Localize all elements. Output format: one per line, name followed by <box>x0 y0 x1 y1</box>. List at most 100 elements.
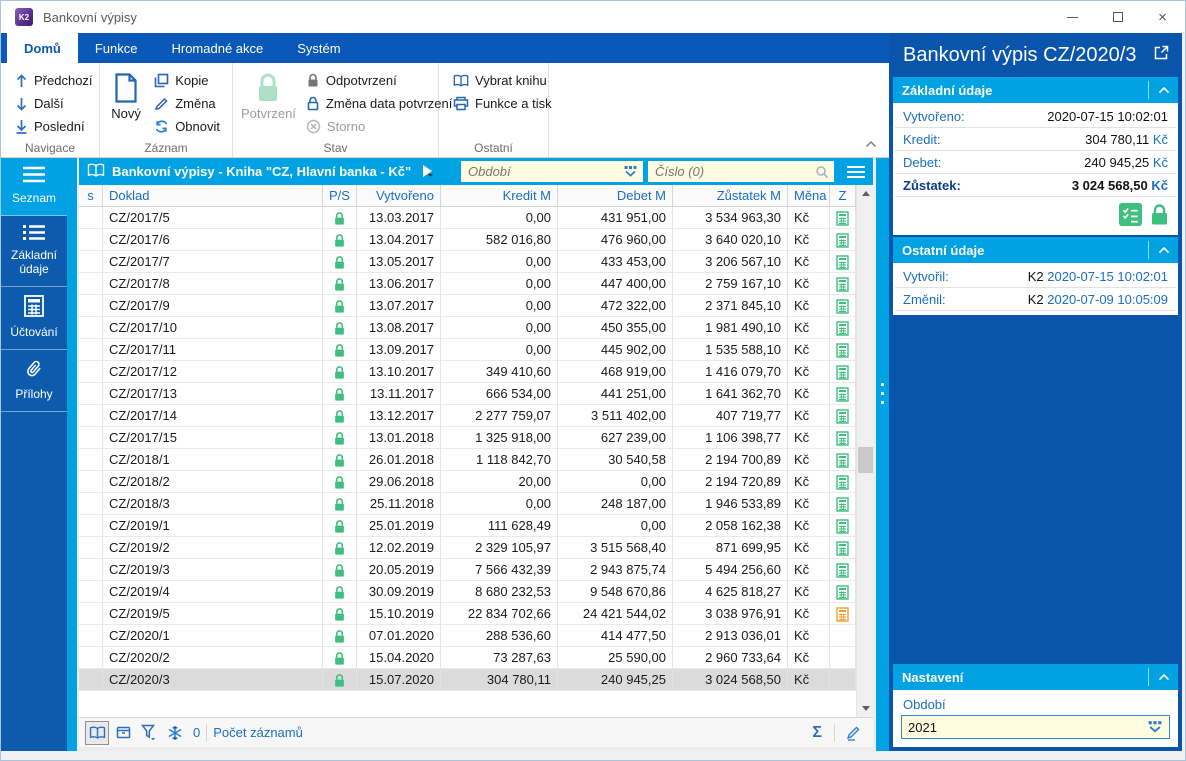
collapse-section-button[interactable] <box>1148 81 1178 99</box>
table-row[interactable]: CZ/2018/1 26.01.2018 1 118 842,70 30 540,58… <box>79 449 856 471</box>
sidebar-item-základní-údaje[interactable]: Základní údaje <box>1 216 67 287</box>
sidebar-item-účtování[interactable]: Účtování <box>1 287 67 350</box>
edit-button[interactable]: Změna <box>148 92 226 115</box>
next-button[interactable]: Další <box>9 92 99 115</box>
tab-dom-[interactable]: Domů <box>7 33 78 63</box>
table-row[interactable]: CZ/2017/15 13.01.2018 1 325 918,00 627 239,… <box>79 427 856 449</box>
table-row[interactable]: CZ/2017/10 13.08.2017 0,00 450 355,00 1 981 … <box>79 317 856 339</box>
cell-kredit: 0,00 <box>441 207 558 229</box>
table-row[interactable]: CZ/2017/11 13.09.2017 0,00 445 902,00 1 535 … <box>79 339 856 361</box>
column-header[interactable]: Vytvořeno <box>357 185 441 206</box>
table-row[interactable]: CZ/2019/2 12.02.2019 2 329 105,97 3 515 568… <box>79 537 856 559</box>
record-count-label[interactable]: Počet záznamů <box>213 725 303 740</box>
table-row[interactable]: CZ/2017/6 13.04.2017 582 016,80 476 960,00 3… <box>79 229 856 251</box>
scroll-up-arrow[interactable] <box>857 185 874 202</box>
copy-button[interactable]: Kopie <box>148 69 226 92</box>
posting-checklist-icon[interactable] <box>1119 203 1142 229</box>
detail-panel: Bankovní výpis CZ/2020/3 Základní údaje … <box>889 33 1182 751</box>
collapse-section-button[interactable] <box>1148 241 1178 259</box>
column-header[interactable]: Doklad <box>103 185 323 206</box>
column-header[interactable]: Z <box>830 185 856 206</box>
tab-syst-m[interactable]: Systém <box>297 40 341 56</box>
number-filter-input[interactable] <box>648 164 815 179</box>
sidebar-item-seznam[interactable]: Seznam <box>1 158 67 216</box>
edit-note-button[interactable] <box>841 721 865 745</box>
filter-button[interactable] <box>137 721 161 745</box>
tab-funkce[interactable]: Funkce <box>94 40 138 56</box>
detail-label: Vytvořil: <box>903 268 949 284</box>
list-menu-button[interactable] <box>841 158 871 185</box>
table-row[interactable]: CZ/2017/5 13.03.2017 0,00 431 951,00 3 534 9… <box>79 207 856 229</box>
pencil-icon <box>846 726 860 741</box>
table-row[interactable]: CZ/2020/3 15.07.2020 304 780,11 240 945,25 3… <box>79 669 856 691</box>
table-row[interactable]: CZ/2019/1 25.01.2019 111 628,49 0,00 2 058 1… <box>79 515 856 537</box>
table-row[interactable]: CZ/2017/7 13.05.2017 0,00 433 453,00 3 206 5… <box>79 251 856 273</box>
archive-button[interactable] <box>111 721 135 745</box>
ribbon-collapse-button[interactable] <box>865 136 877 151</box>
sum-button[interactable]: Σ <box>812 723 822 741</box>
panel-splitter[interactable] <box>876 158 889 751</box>
collapse-section-button[interactable] <box>1148 668 1178 686</box>
period-select-input[interactable] <box>902 719 1147 735</box>
table-row[interactable]: CZ/2019/5 15.10.2019 22 834 702,66 24 421 5… <box>79 603 856 625</box>
cell-doklad: CZ/2017/6 <box>103 229 323 251</box>
functions-print-button[interactable]: Funkce a tisk <box>447 92 558 115</box>
column-header[interactable]: Debet M <box>558 185 673 206</box>
table-row[interactable]: CZ/2019/3 20.05.2019 7 566 432,39 2 943 875… <box>79 559 856 581</box>
dropdown-dots-icon[interactable] <box>1147 720 1163 734</box>
cancel-button[interactable]: Storno <box>300 115 458 138</box>
table-row[interactable]: CZ/2018/2 29.06.2018 20,00 0,00 2 194 720,89… <box>79 471 856 493</box>
previous-button[interactable]: Předchozí <box>9 69 99 92</box>
close-button[interactable]: × <box>1140 1 1185 33</box>
confirmed-lock-icon[interactable] <box>1149 203 1170 229</box>
table-row[interactable]: CZ/2017/12 13.10.2017 349 410,60 468 919,00… <box>79 361 856 383</box>
sidebar-item-label: Účtování <box>10 324 58 339</box>
column-header[interactable]: P/S <box>323 185 357 206</box>
dropdown-dots-icon[interactable] <box>623 165 638 178</box>
minimize-button[interactable] <box>1050 1 1095 33</box>
book-view-button[interactable] <box>85 720 109 745</box>
lock-icon <box>323 625 357 647</box>
table-row[interactable]: CZ/2018/3 25.11.2018 0,00 248 187,00 1 946 5… <box>79 493 856 515</box>
ribbon-group-stav: Potvrzení Odpotvrzení Změna data potvrze… <box>233 63 452 157</box>
refresh-icon <box>155 120 168 133</box>
table-row[interactable]: CZ/2019/4 30.09.2019 8 680 232,53 9 548 670… <box>79 581 856 603</box>
table-row[interactable]: CZ/2020/2 15.04.2020 73 287,63 25 590,00 2 9… <box>79 647 856 669</box>
sidebar-item-přílohy[interactable]: Přílohy <box>1 350 67 413</box>
change-confirm-date-button[interactable]: Změna data potvrzení <box>300 92 458 115</box>
column-header[interactable]: Kredit M <box>441 185 558 206</box>
tab-hromadn-akce[interactable]: Hromadné akce <box>171 40 264 56</box>
table-row[interactable]: CZ/2020/1 07.01.2020 288 536,60 414 477,50 2… <box>79 625 856 647</box>
lock-icon <box>323 581 357 603</box>
group-label-navigace: Navigace <box>24 141 76 155</box>
unconfirm-button[interactable]: Odpotvrzení <box>300 69 458 92</box>
cell-debet: 240 945,25 <box>558 669 673 691</box>
table-row[interactable]: CZ/2017/14 13.12.2017 2 277 759,07 3 511 40… <box>79 405 856 427</box>
table-row[interactable]: CZ/2017/9 13.07.2017 0,00 472 322,00 2 371 8… <box>79 295 856 317</box>
column-header[interactable]: Měna <box>788 185 830 206</box>
book-select-arrow[interactable] <box>421 164 435 181</box>
cell-mena: Kč <box>788 405 830 427</box>
snowflake-button[interactable] <box>163 721 187 745</box>
search-icon[interactable] <box>815 165 829 179</box>
vertical-scrollbar[interactable] <box>856 185 873 717</box>
cell-kredit: 0,00 <box>441 493 558 515</box>
cell-vytvoreno: 15.10.2019 <box>357 603 441 625</box>
period-filter-input[interactable] <box>461 164 623 179</box>
table-row[interactable]: CZ/2017/13 13.11.2017 666 534,00 441 251,00… <box>79 383 856 405</box>
new-button[interactable]: Nový <box>108 69 144 141</box>
last-button[interactable]: Poslední <box>9 115 99 138</box>
cell-status <box>79 669 103 691</box>
table-row[interactable]: CZ/2017/8 13.06.2017 0,00 447 400,00 2 759 1… <box>79 273 856 295</box>
cell-doklad: CZ/2017/9 <box>103 295 323 317</box>
select-book-button[interactable]: Vybrat knihu <box>447 69 558 92</box>
detail-value: 304 780,11 Kč <box>1085 131 1168 147</box>
confirm-button[interactable]: Potvrzení <box>241 69 296 141</box>
scrollbar-thumb[interactable] <box>858 447 873 473</box>
refresh-button[interactable]: Obnovit <box>148 115 226 138</box>
column-header[interactable]: Zůstatek M <box>673 185 788 206</box>
maximize-button[interactable] <box>1095 1 1140 33</box>
column-header[interactable]: s <box>79 185 103 206</box>
scroll-down-arrow[interactable] <box>857 700 874 717</box>
open-in-window-icon[interactable] <box>1153 44 1170 67</box>
